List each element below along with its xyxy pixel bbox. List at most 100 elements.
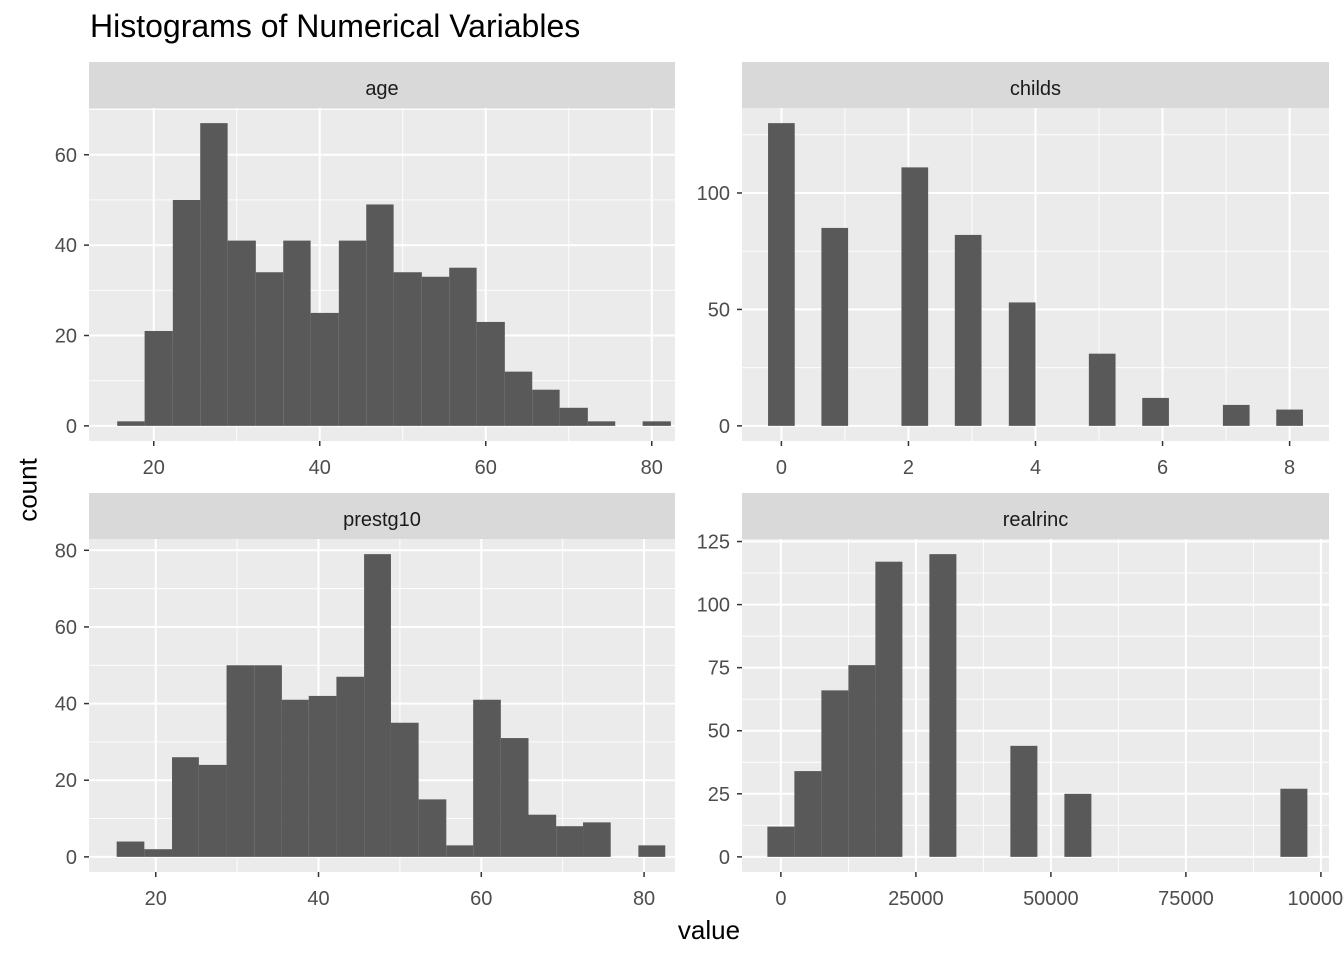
histogram-bar (226, 665, 255, 857)
facet-panel-age: age 20 40 60 80 0 20 40 60 (55, 62, 675, 479)
x-tick-label: 0 (776, 457, 787, 479)
facet-strip-label: age (365, 78, 398, 100)
histogram-bar (1222, 404, 1250, 426)
histogram-bar (338, 240, 367, 426)
histogram-bar (449, 267, 477, 426)
histogram-bar (583, 822, 611, 857)
histogram-bar (528, 814, 557, 857)
histogram-bar (283, 240, 311, 426)
histogram-bar (476, 321, 505, 426)
y-tick-label: 0 (66, 847, 77, 869)
histogram-bar (390, 722, 419, 857)
histogram-bar (1276, 409, 1303, 426)
histogram-bar (446, 845, 474, 857)
x-tick-label: 20 (145, 888, 167, 910)
histogram-bar (1280, 788, 1308, 857)
facet-strip-label: childs (1010, 78, 1061, 100)
histogram-bar (1008, 302, 1036, 426)
x-tick-label: 60 (475, 457, 497, 479)
histogram-bar (310, 312, 339, 426)
x-tick-label: 50000 (1023, 888, 1079, 910)
histogram-bar (364, 554, 391, 857)
x-tick-label: 80 (633, 888, 655, 910)
y-tick-label: 0 (66, 416, 77, 438)
histogram-bar (1088, 353, 1116, 426)
histogram-bar (559, 407, 588, 426)
y-tick-label: 50 (708, 721, 730, 743)
histogram-bar (366, 204, 394, 426)
histogram-bar (336, 676, 365, 857)
histogram-bar (255, 272, 284, 426)
facet-strip (742, 62, 1329, 108)
histogram-bar (198, 764, 227, 857)
x-tick-label: 4 (1030, 457, 1041, 479)
histogram-bar (929, 554, 957, 857)
y-tick-label: 0 (719, 847, 730, 869)
histogram-bar (848, 665, 876, 857)
histogram-bar (1010, 745, 1038, 857)
histogram-bar (308, 695, 337, 857)
histogram-bar (556, 826, 584, 857)
facet-strip (89, 493, 675, 539)
y-tick-label: 20 (55, 770, 77, 792)
histogram-bar (500, 738, 529, 857)
y-tick-label: 20 (55, 325, 77, 347)
x-axis-label: value (677, 915, 741, 945)
x-tick-label: 2 (903, 457, 914, 479)
histogram-bar (794, 771, 822, 857)
y-tick-label: 125 (697, 532, 730, 554)
y-tick-label: 100 (697, 183, 730, 205)
y-tick-label: 60 (55, 617, 77, 639)
y-tick-label: 40 (55, 235, 77, 257)
y-tick-label: 50 (708, 299, 730, 321)
facet-strip (89, 62, 675, 108)
histogram-bar (473, 699, 501, 857)
y-tick-label: 75 (708, 658, 730, 680)
facet-panel-prestg10: prestg10 20 40 60 80 0 20 40 60 80 (55, 493, 675, 910)
histogram-bar (768, 123, 795, 426)
histogram-bar (144, 849, 173, 857)
histogram-bar (821, 227, 849, 426)
x-tick-label: 20 (143, 457, 165, 479)
y-tick-label: 80 (55, 540, 77, 562)
histogram-bar (875, 561, 903, 857)
histogram-bar (504, 371, 533, 426)
histogram-bar (200, 123, 228, 426)
histogram-bar (638, 845, 666, 857)
histogram-bar (227, 240, 256, 426)
histogram-bar (587, 421, 616, 426)
x-tick-label: 75000 (1158, 888, 1214, 910)
histogram-bar (532, 389, 560, 426)
histogram-bar (172, 757, 199, 857)
facet-strip-label: prestg10 (343, 509, 421, 531)
y-tick-label: 25 (708, 784, 730, 806)
histogram-bar (281, 699, 309, 857)
histogram-bar (1142, 397, 1169, 426)
x-tick-label: 8 (1284, 457, 1295, 479)
histogram-bar (144, 330, 173, 426)
y-tick-label: 100 (697, 595, 730, 617)
histogram-bar (901, 167, 929, 426)
facet-strip (742, 493, 1329, 539)
facet-panel-childs: childs 0 2 4 6 8 0 50 100 (697, 62, 1329, 479)
histogram-bar (117, 421, 145, 426)
x-tick-label: 40 (309, 457, 331, 479)
x-tick-label: 40 (307, 888, 329, 910)
histogram-bar (418, 799, 447, 857)
x-tick-label: 25000 (888, 888, 944, 910)
histogram-bar (954, 234, 982, 426)
x-tick-label: 80 (641, 457, 663, 479)
histogram-bar (642, 421, 671, 426)
y-tick-label: 40 (55, 694, 77, 716)
x-tick-label: 60 (470, 888, 492, 910)
histogram-bar (1064, 793, 1092, 857)
chart-title: Histograms of Numerical Variables (90, 8, 581, 44)
histogram-bar (421, 276, 450, 426)
histogram-bar (172, 199, 201, 426)
histogram-bar (821, 690, 849, 857)
histogram-bar (767, 826, 795, 857)
histogram-bar (254, 665, 282, 857)
